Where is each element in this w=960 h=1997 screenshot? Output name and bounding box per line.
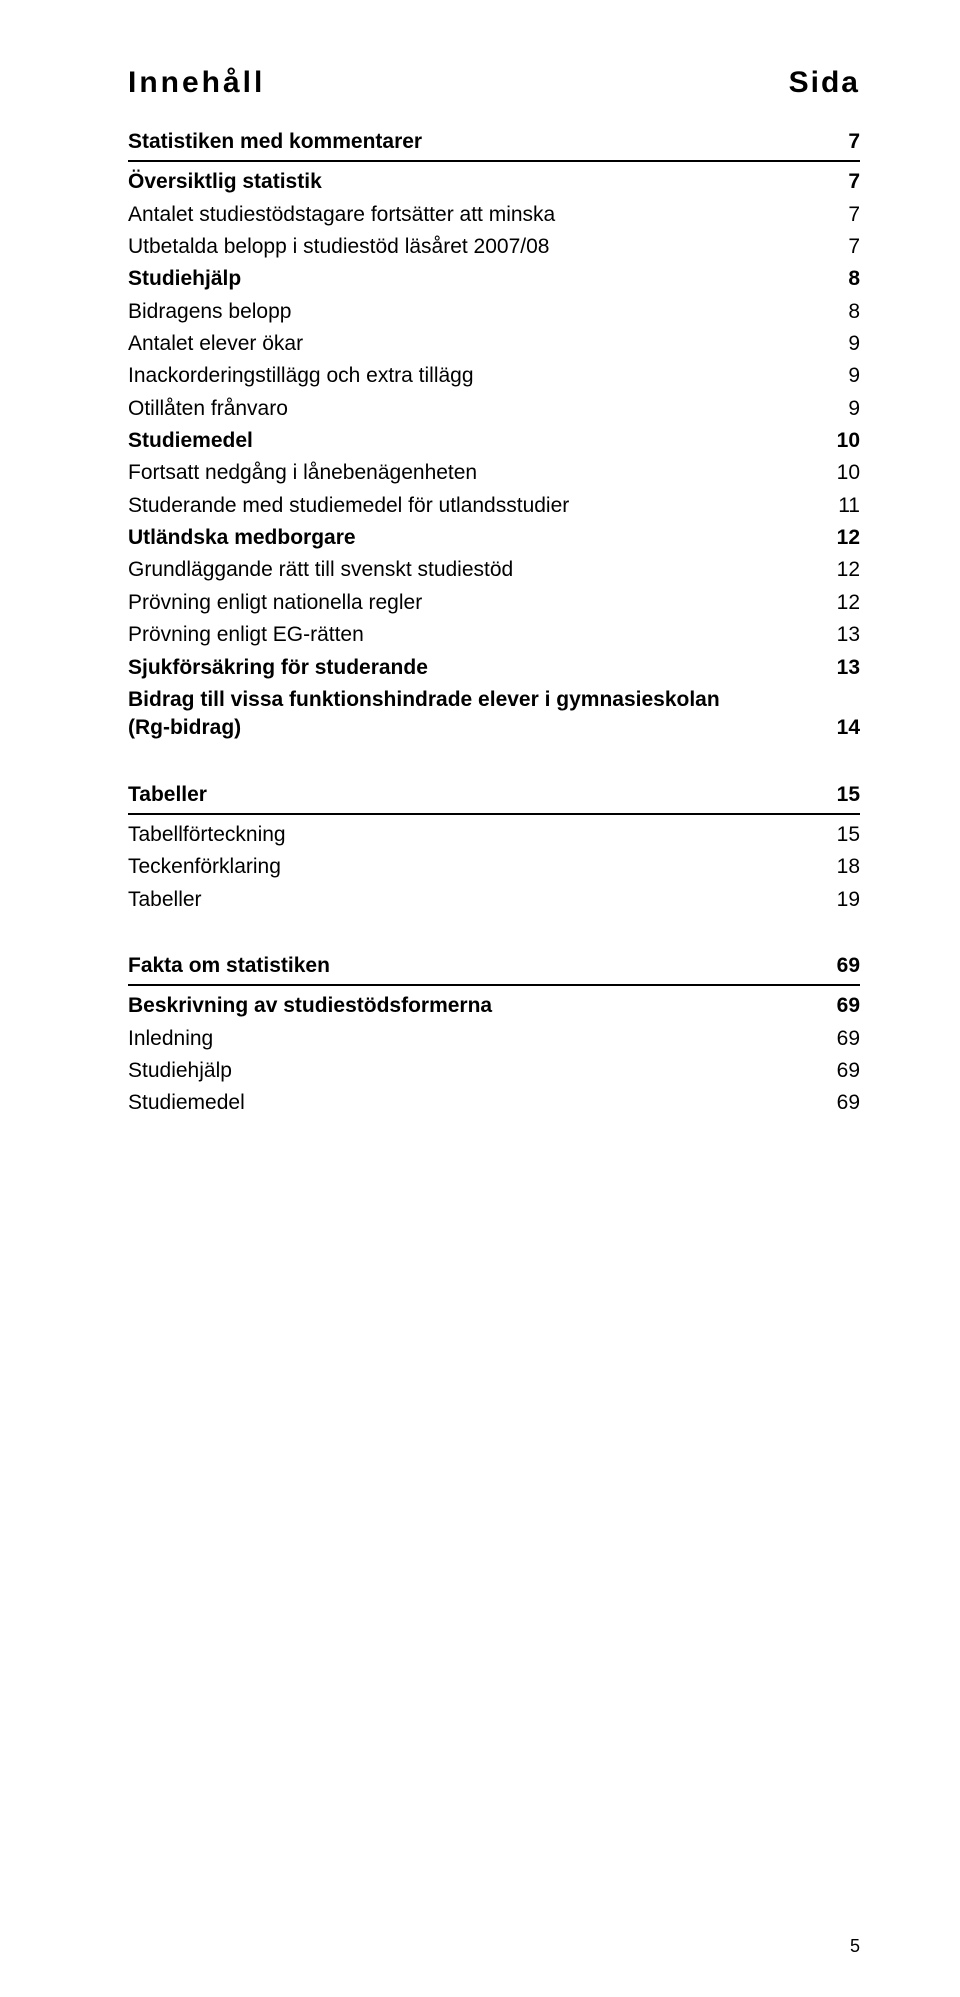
toc-label: Bidragens belopp xyxy=(128,298,826,326)
toc-page: 69 xyxy=(826,1025,860,1053)
toc-page: 8 xyxy=(826,298,860,326)
toc-label: Sjukförsäkring för studerande xyxy=(128,654,826,682)
toc-label: Fortsatt nedgång i lånebenägenheten xyxy=(128,459,826,487)
toc-page: 13 xyxy=(826,654,860,682)
toc-label: Utbetalda belopp i studiestöd läsåret 20… xyxy=(128,233,826,261)
toc-section-title: Statistiken med kommentarer 7 xyxy=(128,126,860,158)
toc-item: Utländska medborgare 12 xyxy=(128,522,860,554)
toc-label-line1: Bidrag till vissa funktionshindrade elev… xyxy=(128,686,814,714)
toc-label: Inackorderingstillägg och extra tillägg xyxy=(128,362,826,390)
toc-page: 19 xyxy=(826,886,860,914)
toc-page: 10 xyxy=(826,427,860,455)
toc-label: Beskrivning av studiestödsformerna xyxy=(128,992,826,1020)
toc-item: Studiemedel 10 xyxy=(128,425,860,457)
toc-label: Antalet elever ökar xyxy=(128,330,826,358)
document-page: Innehåll Sida Statistiken med kommentare… xyxy=(0,0,960,1997)
toc-section: Tabeller 15 Tabellförteckning 15 Teckenf… xyxy=(128,779,860,916)
toc-label: Studiehjälp xyxy=(128,1057,826,1085)
toc-page: 12 xyxy=(826,589,860,617)
toc-label-line2: (Rg-bidrag) xyxy=(128,714,814,742)
toc-label: Tabeller xyxy=(128,886,826,914)
toc-item: Studiehjälp 69 xyxy=(128,1055,860,1087)
toc-section: Fakta om statistiken 69 Beskrivning av s… xyxy=(128,950,860,1120)
toc-item: Inledning 69 xyxy=(128,1023,860,1055)
toc-label: Tabellförteckning xyxy=(128,821,826,849)
toc-page: 13 xyxy=(826,621,860,649)
toc-page: 18 xyxy=(826,853,860,881)
page-number: 5 xyxy=(850,1936,860,1957)
toc-item: Teckenförklaring 18 xyxy=(128,851,860,883)
toc-page: 69 xyxy=(826,952,860,980)
toc-page: 12 xyxy=(826,556,860,584)
toc-label: Prövning enligt nationella regler xyxy=(128,589,826,617)
toc-item: Tabeller 19 xyxy=(128,884,860,916)
toc-label: Utländska medborgare xyxy=(128,524,826,552)
toc-item: Otillåten frånvaro 9 xyxy=(128,393,860,425)
table-of-contents: Statistiken med kommentarer 7 Översiktli… xyxy=(128,126,860,1120)
toc-section: Statistiken med kommentarer 7 Översiktli… xyxy=(128,126,860,745)
toc-page: 11 xyxy=(826,492,860,520)
toc-page: 69 xyxy=(826,992,860,1020)
toc-label: Statistiken med kommentarer xyxy=(128,128,826,156)
toc-page: 10 xyxy=(826,459,860,487)
toc-label: Bidrag till vissa funktionshindrade elev… xyxy=(128,686,826,743)
toc-item: Inackorderingstillägg och extra tillägg … xyxy=(128,360,860,392)
toc-label: Studiemedel xyxy=(128,1089,826,1117)
toc-section-title: Tabeller 15 xyxy=(128,779,860,811)
toc-label: Studerande med studiemedel för utlandsst… xyxy=(128,492,826,520)
toc-page: 9 xyxy=(826,330,860,358)
toc-page: 8 xyxy=(826,265,860,293)
toc-page: 9 xyxy=(826,395,860,423)
toc-page: 7 xyxy=(826,201,860,229)
toc-page: 14 xyxy=(826,714,860,742)
toc-label: Tabeller xyxy=(128,781,826,809)
toc-page: 69 xyxy=(826,1089,860,1117)
toc-item: Översiktlig statistik 7 xyxy=(128,166,860,198)
toc-item: Studiehjälp 8 xyxy=(128,263,860,295)
toc-item: Sjukförsäkring för studerande 13 xyxy=(128,652,860,684)
toc-label: Inledning xyxy=(128,1025,826,1053)
toc-label: Studiemedel xyxy=(128,427,826,455)
toc-page: 12 xyxy=(826,524,860,552)
toc-label: Prövning enligt EG-rätten xyxy=(128,621,826,649)
toc-label: Otillåten frånvaro xyxy=(128,395,826,423)
toc-label: Grundläggande rätt till svenskt studiest… xyxy=(128,556,826,584)
toc-item: Tabellförteckning 15 xyxy=(128,819,860,851)
toc-item: Prövning enligt EG-rätten 13 xyxy=(128,619,860,651)
toc-item: Prövning enligt nationella regler 12 xyxy=(128,587,860,619)
toc-item: Antalet elever ökar 9 xyxy=(128,328,860,360)
toc-item: Antalet studiestödstagare fortsätter att… xyxy=(128,199,860,231)
toc-item: Fortsatt nedgång i lånebenägenheten 10 xyxy=(128,457,860,489)
toc-header-row: Innehåll Sida xyxy=(128,66,860,100)
toc-label: Antalet studiestödstagare fortsätter att… xyxy=(128,201,826,229)
toc-section-title: Fakta om statistiken 69 xyxy=(128,950,860,982)
toc-header-right: Sida xyxy=(789,66,860,100)
toc-item: Grundläggande rätt till svenskt studiest… xyxy=(128,554,860,586)
toc-label: Studiehjälp xyxy=(128,265,826,293)
toc-header-left: Innehåll xyxy=(128,66,265,100)
toc-page: 7 xyxy=(826,168,860,196)
toc-item: Bidrag till vissa funktionshindrade elev… xyxy=(128,684,860,745)
toc-page: 7 xyxy=(826,233,860,261)
toc-item: Studiemedel 69 xyxy=(128,1087,860,1119)
toc-label: Teckenförklaring xyxy=(128,853,826,881)
toc-item: Beskrivning av studiestödsformerna 69 xyxy=(128,990,860,1022)
toc-page: 15 xyxy=(826,821,860,849)
toc-page: 9 xyxy=(826,362,860,390)
toc-item: Bidragens belopp 8 xyxy=(128,296,860,328)
toc-label: Fakta om statistiken xyxy=(128,952,826,980)
toc-page: 69 xyxy=(826,1057,860,1085)
toc-item: Utbetalda belopp i studiestöd läsåret 20… xyxy=(128,231,860,263)
toc-label: Översiktlig statistik xyxy=(128,168,826,196)
toc-item: Studerande med studiemedel för utlandsst… xyxy=(128,490,860,522)
toc-page: 15 xyxy=(826,781,860,809)
toc-page: 7 xyxy=(826,128,860,156)
